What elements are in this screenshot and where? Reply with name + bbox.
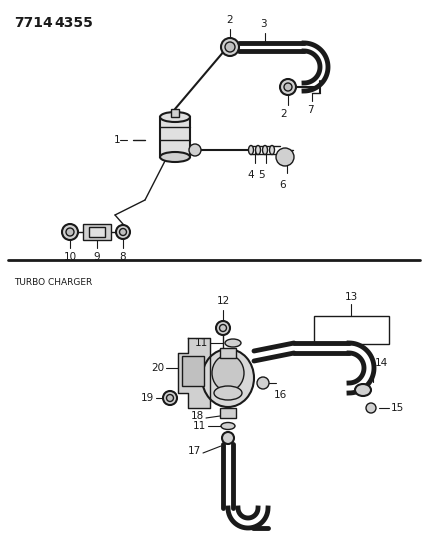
Ellipse shape xyxy=(160,112,190,122)
Bar xyxy=(89,227,105,237)
Bar xyxy=(314,316,389,344)
Circle shape xyxy=(276,148,294,166)
Ellipse shape xyxy=(225,42,235,52)
Ellipse shape xyxy=(160,152,190,162)
Text: 2: 2 xyxy=(227,15,233,25)
Text: 13: 13 xyxy=(345,292,358,302)
Ellipse shape xyxy=(221,423,235,430)
Ellipse shape xyxy=(166,394,173,401)
Text: 4: 4 xyxy=(248,170,254,180)
Text: 16: 16 xyxy=(274,390,287,400)
Ellipse shape xyxy=(220,325,226,332)
Bar xyxy=(171,109,179,117)
Ellipse shape xyxy=(222,432,234,444)
Ellipse shape xyxy=(212,355,244,391)
Ellipse shape xyxy=(119,229,127,236)
Ellipse shape xyxy=(256,146,261,155)
Text: 12: 12 xyxy=(217,296,230,306)
Ellipse shape xyxy=(249,146,253,155)
Bar xyxy=(220,348,236,358)
Ellipse shape xyxy=(202,349,254,407)
Ellipse shape xyxy=(262,146,268,155)
Ellipse shape xyxy=(280,79,296,95)
Text: 8: 8 xyxy=(120,252,126,262)
Ellipse shape xyxy=(225,339,241,347)
Ellipse shape xyxy=(366,403,376,413)
Text: 10: 10 xyxy=(63,252,77,262)
Text: 7714: 7714 xyxy=(14,16,53,30)
Text: 14: 14 xyxy=(375,358,388,368)
Ellipse shape xyxy=(189,144,201,156)
Text: 19: 19 xyxy=(141,393,154,403)
Text: 2: 2 xyxy=(281,109,287,119)
Text: 6: 6 xyxy=(279,180,286,190)
Ellipse shape xyxy=(284,83,292,91)
Text: 15: 15 xyxy=(391,403,404,413)
Text: 1: 1 xyxy=(113,135,120,145)
Bar xyxy=(160,117,190,157)
Text: 11: 11 xyxy=(193,421,206,431)
Ellipse shape xyxy=(355,384,371,396)
Bar xyxy=(220,408,236,418)
Polygon shape xyxy=(178,338,210,408)
Text: 3: 3 xyxy=(260,19,266,29)
Ellipse shape xyxy=(257,377,269,389)
Text: 7: 7 xyxy=(307,105,313,115)
Text: TURBO CHARGER: TURBO CHARGER xyxy=(14,278,92,287)
Text: 17: 17 xyxy=(188,446,201,456)
Text: 5: 5 xyxy=(259,170,265,180)
Ellipse shape xyxy=(163,391,177,405)
Ellipse shape xyxy=(66,228,74,236)
Ellipse shape xyxy=(116,225,130,239)
Ellipse shape xyxy=(221,38,239,56)
Bar xyxy=(83,224,111,240)
Ellipse shape xyxy=(62,224,78,240)
Text: 20: 20 xyxy=(151,363,164,373)
Ellipse shape xyxy=(216,321,230,335)
Text: 9: 9 xyxy=(94,252,100,262)
Bar xyxy=(182,356,204,386)
Text: 11: 11 xyxy=(195,338,208,348)
Ellipse shape xyxy=(214,386,242,400)
Text: 4355: 4355 xyxy=(54,16,93,30)
Ellipse shape xyxy=(270,146,274,155)
Text: 18: 18 xyxy=(191,411,204,421)
